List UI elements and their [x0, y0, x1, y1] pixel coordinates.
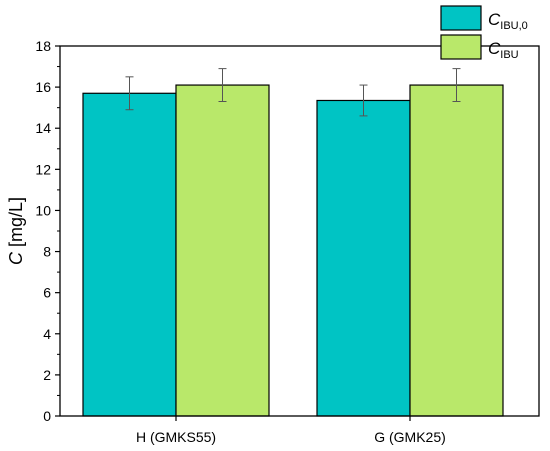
legend: CIBU,0 CIBU [440, 5, 528, 61]
y-tick-label: 4 [43, 326, 51, 342]
error-bar [125, 76, 134, 111]
x-tick-label: G (GMK25) [374, 429, 446, 445]
bar-c-ibu-0-0 [82, 92, 177, 417]
legend-label: CIBU,0 [488, 10, 528, 32]
x-tick-label: H (GMKS55) [136, 429, 216, 445]
legend-swatch [440, 5, 482, 31]
y-axis-label: C [mg/L] [6, 197, 26, 265]
legend-item: CIBU [440, 34, 519, 61]
x-axis: H (GMKS55) G (GMK25) [136, 416, 446, 445]
y-tick-label: 10 [35, 202, 51, 218]
y-axis-label-unit: [mg/L] [6, 197, 26, 252]
bars-group [82, 84, 504, 417]
bar-c-ibu-0 [175, 84, 270, 417]
bar-c-ibu-0-1 [316, 99, 411, 417]
y-axis-label-symbol: C [6, 251, 26, 265]
error-bar [218, 68, 227, 102]
y-tick-label: 14 [35, 120, 51, 136]
y-tick-label: 8 [43, 244, 51, 260]
y-tick-label: 2 [43, 367, 51, 383]
legend-item: CIBU,0 [440, 5, 528, 32]
y-tick-label: 18 [35, 38, 51, 54]
error-bar [452, 68, 461, 102]
y-tick-label: 6 [43, 285, 51, 301]
y-tick-label: 0 [43, 408, 51, 424]
error-bars-group [125, 68, 461, 117]
legend-label: CIBU [488, 39, 519, 61]
bar-c-ibu-1 [409, 84, 504, 417]
error-bar [359, 84, 368, 117]
y-axis: 0 2 4 6 8 10 12 14 16 18 [35, 38, 60, 424]
y-tick-label: 16 [35, 79, 51, 95]
legend-swatch [440, 34, 482, 60]
y-tick-label: 12 [35, 161, 51, 177]
